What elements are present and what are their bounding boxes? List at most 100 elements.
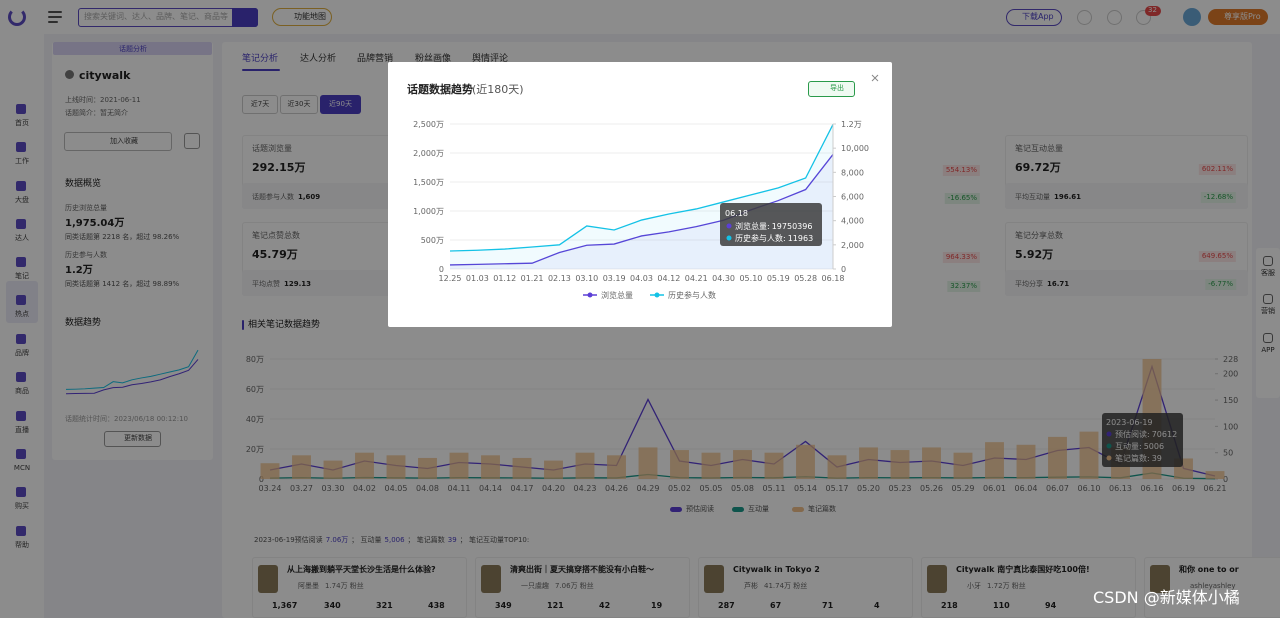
x-tick-label: 01.03 — [466, 274, 489, 283]
note-fans: 1.74万 粉丝 — [325, 582, 364, 590]
nav-item[interactable]: 品牌 — [15, 349, 29, 357]
bar — [827, 455, 847, 479]
section-marker — [242, 320, 244, 330]
rail-item[interactable]: APP — [1261, 346, 1275, 354]
note-cover — [927, 565, 947, 593]
tooltip-value: 5006 — [1144, 442, 1164, 451]
nav-item[interactable]: 热点 — [15, 310, 29, 318]
nav-item[interactable]: 笔记 — [15, 272, 29, 280]
y2-tick-label: 2,000 — [841, 241, 864, 250]
range-button[interactable] — [280, 95, 318, 114]
legend-label: 笔记篇数 — [808, 505, 836, 513]
card-sub-label: 平均点赞 — [252, 280, 280, 288]
x-tick-label: 05.02 — [668, 484, 691, 493]
update-button[interactable] — [104, 431, 161, 447]
topic-intro: 话题简介：暂无简介 — [65, 109, 128, 117]
legend-swatch[interactable] — [792, 507, 804, 512]
favorite-button[interactable] — [64, 132, 172, 151]
rail-item[interactable]: 营销 — [1261, 307, 1275, 315]
tab[interactable]: 舆情评论 — [472, 54, 509, 64]
feature-map: 功能地图 — [294, 12, 326, 21]
note-card[interactable] — [475, 557, 690, 618]
label: 历史参与人数 — [65, 251, 107, 259]
x-tick-label: 05.19 — [767, 274, 790, 283]
x-tick-label: 04.03 — [630, 274, 653, 283]
note-stat: 218 — [941, 601, 958, 610]
range-button[interactable] — [242, 95, 278, 114]
y-tick-label: 0 — [259, 475, 264, 484]
legend-swatch[interactable] — [732, 507, 744, 512]
bar — [449, 452, 469, 479]
tab[interactable]: 粉丝画像 — [415, 54, 452, 64]
nav-item[interactable]: 工作 — [15, 157, 29, 165]
note-stat: 67 — [770, 601, 782, 610]
y2-tick-label: 4,000 — [841, 217, 864, 226]
tab[interactable]: 达人分析 — [300, 54, 337, 64]
qr-icon[interactable] — [184, 133, 200, 149]
tab[interactable]: 品牌营销 — [357, 54, 394, 64]
avatar[interactable] — [1183, 8, 1201, 26]
card-label: 笔记分享总数 — [1015, 231, 1063, 240]
nav-item[interactable]: 大盘 — [15, 196, 29, 204]
search-button[interactable] — [232, 8, 258, 27]
note-card[interactable] — [921, 557, 1136, 618]
x-tick-label: 06.07 — [1046, 484, 1069, 493]
range: 近7天 — [250, 100, 270, 108]
x-tick-label: 04.23 — [574, 484, 597, 493]
nav-icon — [16, 449, 26, 459]
line — [449, 124, 834, 252]
vip-button[interactable] — [1208, 9, 1268, 25]
nav-item[interactable]: 首页 — [15, 119, 29, 127]
x-tick-label: 01.12 — [493, 274, 516, 283]
overview-title: 数据概览 — [65, 179, 102, 189]
rank: 同类话题第 2218 名，超过 98.26% — [65, 233, 180, 241]
bar — [638, 447, 658, 479]
label: 历史浏览总量 — [65, 204, 107, 212]
y2-tick-label: 0 — [841, 265, 846, 274]
y-tick-label: 80万 — [246, 355, 264, 364]
range-button[interactable] — [320, 95, 361, 114]
icon-button[interactable] — [1107, 10, 1122, 25]
download-button[interactable] — [1006, 9, 1062, 26]
x-tick-label: 06.19 — [1172, 484, 1195, 493]
bar — [733, 450, 752, 479]
watermark: CSDN @新媒体小橘 — [1093, 588, 1240, 607]
right-rail — [1256, 248, 1280, 398]
bar — [922, 447, 941, 479]
logo — [8, 8, 26, 26]
legend-swatch[interactable] — [670, 507, 682, 512]
online-date: 上线时间：2021-06-11 — [65, 96, 141, 104]
x-tick-label: 04.20 — [542, 484, 565, 493]
card-sub-value: 196.61 — [1054, 193, 1082, 201]
bar — [1048, 436, 1067, 479]
nav-item[interactable]: 达人 — [15, 234, 29, 242]
tab[interactable]: 笔记分析 — [242, 54, 279, 64]
nav-item[interactable]: MCN — [13, 464, 31, 472]
nav-item[interactable]: 直播 — [15, 426, 29, 434]
summary-text: 7.06万 — [325, 536, 349, 544]
badge — [1145, 6, 1161, 16]
note-stat: 438 — [428, 601, 445, 610]
icon-button[interactable] — [1077, 10, 1092, 25]
tooltip-dot — [726, 235, 732, 241]
y-tick-label: 20万 — [246, 445, 264, 454]
x-tick-label: 04.30 — [712, 274, 735, 283]
mini-line — [65, 349, 199, 390]
nav-item[interactable]: 商品 — [15, 387, 29, 395]
nav-item[interactable]: 购买 — [15, 502, 29, 510]
rail-item[interactable]: 客服 — [1261, 269, 1275, 277]
x-tick-label: 01.21 — [521, 274, 544, 283]
menu-icon[interactable] — [48, 11, 62, 13]
card-label: 笔记互动总量 — [1015, 144, 1063, 153]
feature-map-button[interactable] — [272, 8, 332, 26]
note-stat: 4 — [874, 601, 880, 610]
x-tick-label: 12.25 — [439, 274, 462, 283]
legend-dot — [654, 292, 660, 298]
export-button[interactable] — [808, 81, 855, 97]
nav-item[interactable]: 帮助 — [15, 541, 29, 549]
summary-text: 39 — [447, 536, 457, 544]
card-change: 649.65% — [1198, 251, 1236, 262]
note-stat: 121 — [547, 601, 564, 610]
download-app: 下载App — [1022, 12, 1054, 21]
close-button[interactable] — [871, 74, 879, 82]
